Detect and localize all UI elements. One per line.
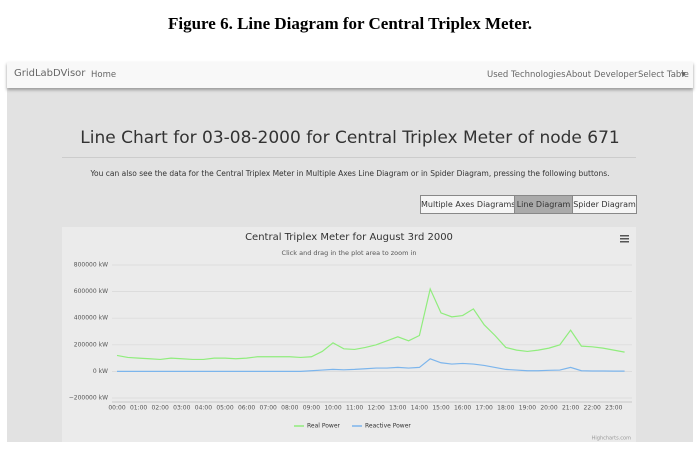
x-tick-label: 14:00 (411, 405, 428, 412)
x-tick-label: 16:00 (454, 405, 471, 412)
nav-link[interactable]: About Developer (566, 70, 638, 80)
figure-caption: Figure 6. Line Diagram for Central Tripl… (167, 14, 532, 33)
x-tick-label: 22:00 (584, 405, 601, 412)
x-tick-label: 01:00 (130, 405, 147, 412)
x-tick-label: 12:00 (368, 405, 385, 412)
button[interactable]: Multiple Axes Diagrams (420, 195, 515, 214)
button[interactable]: Spider Diagram (572, 195, 637, 214)
x-tick-label: 04:00 (195, 405, 212, 412)
series-line (117, 358, 625, 372)
button[interactable]: Line Diagram (514, 195, 573, 214)
divider (62, 157, 636, 158)
description: You can also see the data for the Centra… (90, 169, 610, 178)
heading: Line Chart for 03-08-2000 for Central Tr… (80, 128, 620, 148)
y-tick-label: 400000 kW (74, 315, 108, 322)
y-tick-label: 800000 kW (74, 262, 108, 269)
x-tick-label: 19:00 (519, 405, 536, 412)
x-tick-label: 15:00 (432, 405, 449, 412)
chart-background (62, 227, 636, 442)
nav-link[interactable]: Home (91, 70, 117, 80)
legend-label: Real Power (307, 423, 341, 430)
x-tick-label: 11:00 (346, 405, 363, 412)
x-tick-label: 03:00 (173, 405, 190, 412)
menu-icon[interactable] (620, 235, 629, 243)
caret: ▼ (681, 71, 686, 78)
brand[interactable]: GridLabDVisor (14, 68, 86, 79)
x-tick-label: 21:00 (562, 405, 579, 412)
x-tick-label: 08:00 (281, 405, 298, 412)
x-tick-label: 09:00 (303, 405, 320, 412)
x-tick-label: 13:00 (389, 405, 406, 412)
y-tick-label: −200000 kW (69, 395, 108, 402)
x-tick-label: 05:00 (216, 405, 233, 412)
y-tick-label: 200000 kW (74, 341, 108, 348)
x-tick-label: 18:00 (497, 405, 514, 412)
y-tick-label: 0 kW (93, 368, 108, 375)
legend-label: Reactive Power (365, 423, 411, 430)
x-tick-label: 17:00 (476, 405, 493, 412)
x-tick-label: 20:00 (540, 405, 557, 412)
x-tick-label: 10:00 (324, 405, 341, 412)
x-tick-label: 00:00 (108, 405, 125, 412)
chart-subtitle: Click and drag in the plot area to zoom … (282, 249, 417, 257)
x-tick-label: 02:00 (152, 405, 169, 412)
chart-title: Central Triplex Meter for August 3rd 200… (245, 232, 453, 243)
y-tick-label: 600000 kW (74, 288, 108, 295)
x-tick-label: 07:00 (260, 405, 277, 412)
nav-link[interactable]: Used Technologies (487, 70, 566, 80)
nav-link[interactable]: Select Table (638, 70, 689, 80)
x-tick-label: 23:00 (605, 405, 622, 412)
credits[interactable]: Highcharts.com (592, 436, 631, 442)
navbar (7, 62, 693, 88)
chart: Central Triplex Meter for August 3rd 200… (62, 227, 636, 442)
x-tick-label: 06:00 (238, 405, 255, 412)
series-line (116, 287, 625, 361)
